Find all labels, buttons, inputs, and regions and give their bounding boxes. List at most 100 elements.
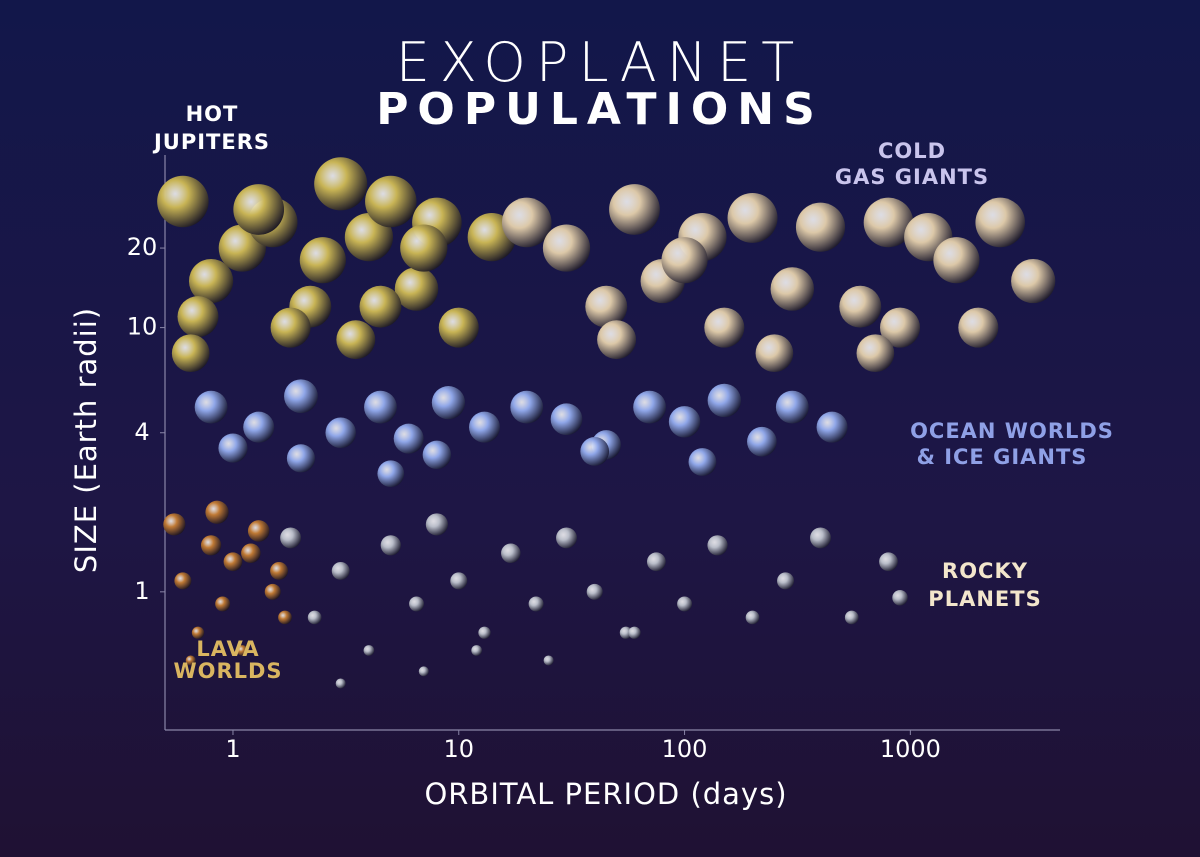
- planet: [755, 334, 794, 373]
- y-tick-label: 10: [127, 313, 158, 341]
- planet: [241, 543, 261, 563]
- planet: [307, 610, 322, 625]
- planet: [425, 513, 448, 536]
- planet: [688, 448, 717, 476]
- planet: [619, 626, 633, 639]
- planet: [393, 423, 424, 454]
- planet: [745, 610, 760, 625]
- chart-title: POPULATIONS: [376, 84, 824, 135]
- y-tick-label: 1: [134, 577, 149, 605]
- planet: [863, 197, 914, 248]
- y-axis-title: SIZE (Earth radii): [69, 307, 103, 573]
- planet: [359, 285, 402, 328]
- planet: [879, 552, 898, 572]
- planet: [707, 535, 728, 556]
- planet: [704, 307, 745, 348]
- planet: [478, 626, 491, 639]
- planet: [418, 666, 429, 677]
- planet: [661, 237, 708, 284]
- planet: [958, 307, 999, 348]
- group-label: LAVA: [196, 637, 259, 661]
- planet: [450, 572, 468, 590]
- planet: [223, 552, 243, 572]
- planet: [247, 520, 270, 542]
- planet: [270, 561, 289, 580]
- planet: [364, 390, 397, 424]
- planet: [171, 334, 210, 373]
- group-label: & ICE GIANTS: [917, 445, 1088, 469]
- planet: [633, 390, 666, 424]
- planet: [194, 390, 228, 424]
- planet: [215, 596, 231, 612]
- planet: [628, 626, 641, 639]
- group-label: JUPITERS: [152, 130, 270, 154]
- planet: [243, 411, 275, 443]
- planet: [400, 224, 448, 272]
- planet: [365, 175, 417, 228]
- planet: [185, 655, 196, 666]
- group-label: OCEAN WORLDS: [910, 419, 1114, 443]
- planet: [157, 175, 209, 228]
- planet: [284, 379, 318, 414]
- planet: [431, 386, 466, 420]
- planet: [892, 589, 908, 606]
- planet: [1011, 258, 1056, 304]
- planet: [314, 157, 368, 211]
- planet: [174, 572, 192, 590]
- planet: [775, 390, 809, 424]
- group-label: GAS GIANTS: [835, 165, 989, 189]
- planet: [469, 411, 500, 443]
- planet: [880, 307, 921, 348]
- planet: [200, 535, 222, 556]
- planet: [542, 224, 591, 272]
- planet: [543, 655, 554, 666]
- group-label: WORLDS: [173, 659, 282, 683]
- planet: [218, 433, 248, 463]
- x-tick-label: 1000: [880, 735, 941, 763]
- group-label: PLANETS: [928, 587, 1041, 611]
- planet: [409, 596, 424, 612]
- planet: [422, 440, 452, 470]
- y-tick-label: 4: [134, 418, 149, 446]
- planet: [236, 645, 248, 656]
- x-tick-label: 100: [662, 735, 708, 763]
- planet: [646, 552, 666, 572]
- planet: [839, 285, 882, 328]
- planet: [777, 572, 795, 590]
- y-tick-label: 20: [127, 233, 158, 261]
- planet: [299, 237, 346, 284]
- planet: [556, 527, 577, 549]
- planet: [335, 678, 346, 689]
- planet: [331, 561, 350, 580]
- planet: [585, 285, 628, 328]
- group-label: COLD: [878, 139, 946, 163]
- planet: [163, 513, 186, 536]
- planet: [586, 583, 603, 600]
- planet: [280, 527, 302, 549]
- planet: [191, 626, 205, 639]
- planet: [501, 197, 552, 248]
- planet: [770, 267, 815, 311]
- x-axis-title: ORBITAL PERIOD (days): [424, 777, 787, 811]
- planet: [501, 543, 521, 563]
- planet: [975, 197, 1025, 248]
- planet: [205, 500, 229, 524]
- x-tick-label: 1: [225, 735, 240, 763]
- planet: [471, 645, 482, 656]
- planet: [377, 460, 405, 488]
- planet: [286, 444, 316, 473]
- planet: [580, 437, 610, 466]
- planet: [264, 583, 281, 600]
- planet: [727, 192, 778, 243]
- planet: [363, 645, 375, 656]
- planet: [933, 237, 980, 284]
- planet: [597, 320, 637, 360]
- planet: [668, 406, 701, 438]
- planet: [177, 296, 219, 338]
- planet: [438, 307, 479, 348]
- planet: [677, 596, 693, 612]
- x-tick-label: 10: [443, 735, 474, 763]
- planet: [816, 411, 848, 443]
